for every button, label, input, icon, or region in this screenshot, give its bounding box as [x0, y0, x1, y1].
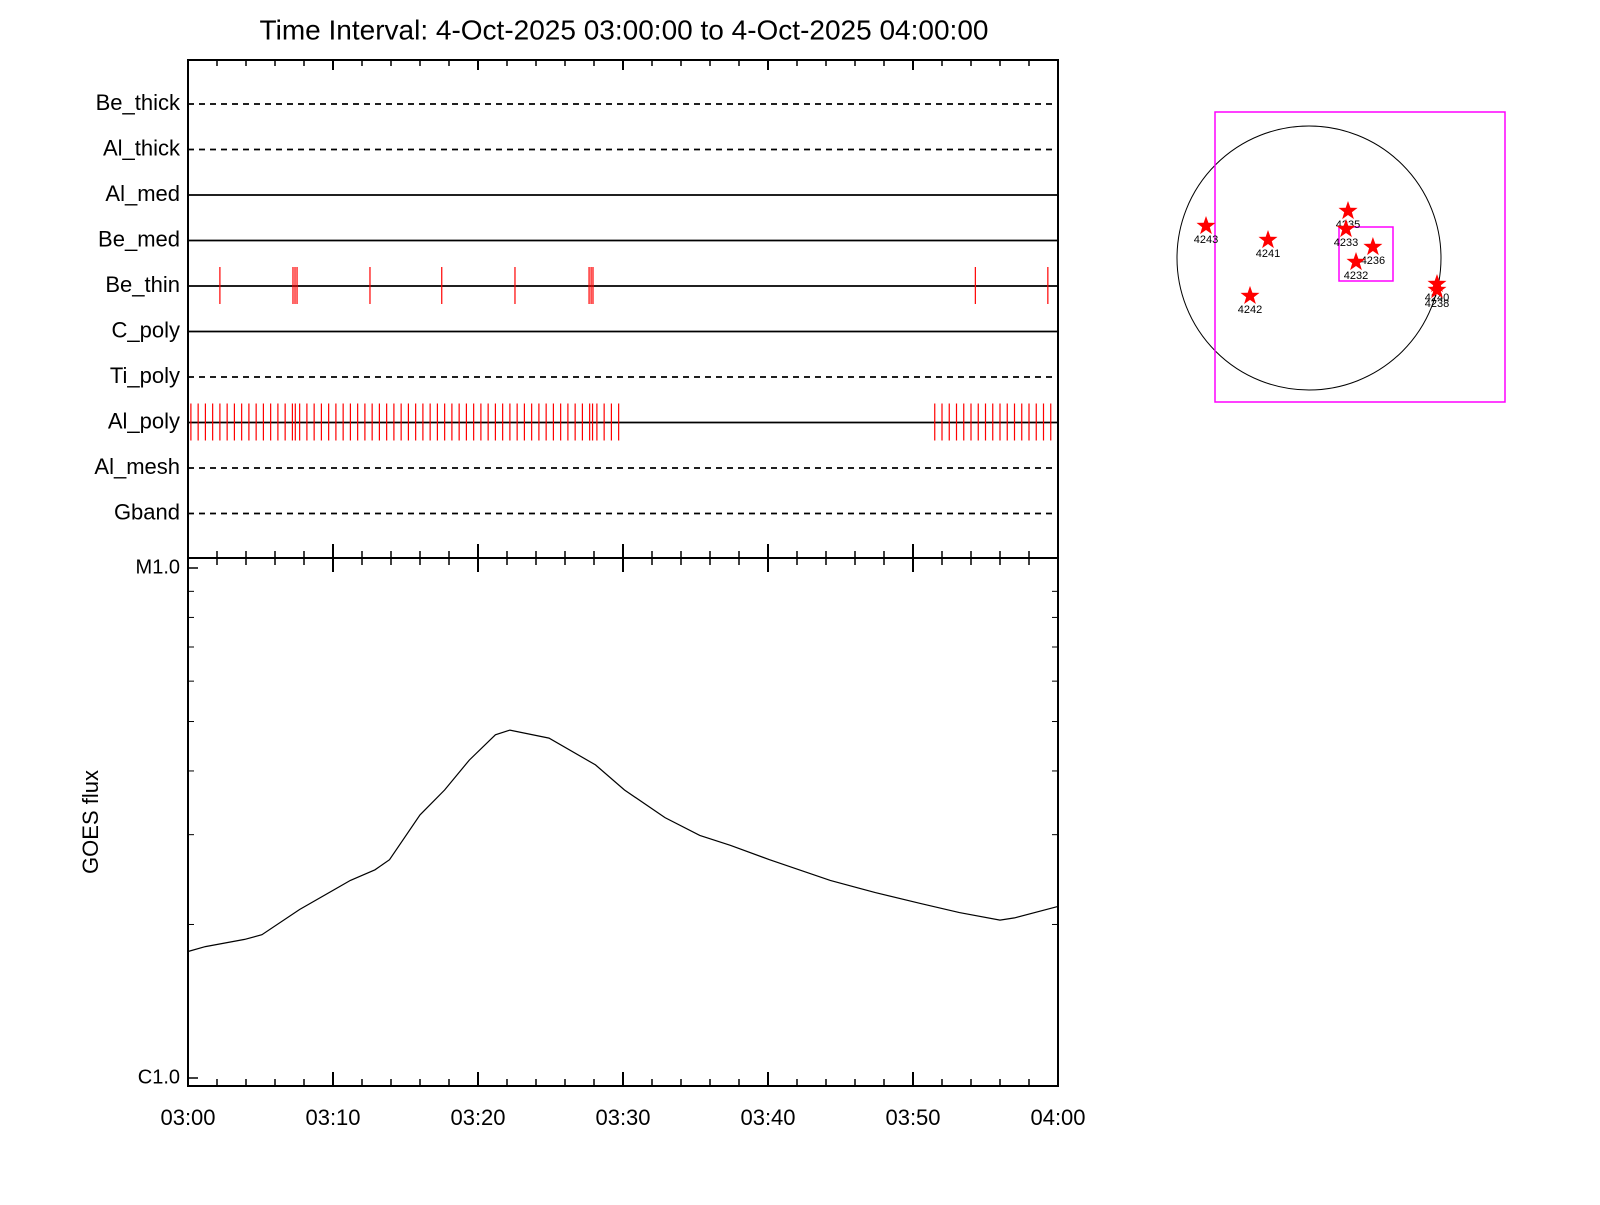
fov-box: [1338, 226, 1394, 282]
filter-label: C_poly: [112, 317, 180, 342]
y-tick-label: M1.0: [136, 556, 180, 578]
x-tick-label: 03:40: [740, 1105, 795, 1130]
chart-title: Time Interval: 4-Oct-2025 03:00:00 to 4-…: [260, 14, 989, 45]
x-tick-label: 04:00: [1030, 1105, 1085, 1130]
x-tick-label: 03:50: [885, 1105, 940, 1130]
filter-label: Al_mesh: [94, 454, 180, 479]
x-tick-label: 03:30: [595, 1105, 650, 1130]
timeline-frame: [187, 59, 1059, 559]
y-axis-label: GOES flux: [78, 770, 103, 874]
active-region-star: [1338, 201, 1358, 220]
active-region-label: 4236: [1361, 255, 1385, 267]
sun-disk: [1176, 125, 1442, 391]
filter-label: Be_med: [98, 226, 180, 251]
x-tick-label: 03:00: [160, 1105, 215, 1130]
active-region-star: [1363, 237, 1383, 256]
filter-label: Al_thick: [103, 135, 181, 160]
filter-label: Ti_poly: [110, 363, 180, 388]
goes-flux-line: [187, 729, 1059, 953]
y-tick-label: C1.0: [138, 1066, 180, 1088]
active-region-star: [1346, 252, 1366, 271]
active-region-label: 4240: [1425, 292, 1449, 304]
active-region-star: [1196, 216, 1216, 235]
active-region-label: 4238: [1425, 298, 1449, 310]
x-tick-label: 03:20: [450, 1105, 505, 1130]
active-region-label: 4233: [1334, 237, 1358, 249]
goes-frame: [187, 557, 1059, 1087]
active-region-star: [1427, 280, 1447, 299]
active-region-label: 4241: [1256, 248, 1280, 260]
active-region-star: [1258, 230, 1278, 249]
x-tick-label: 03:10: [305, 1105, 360, 1130]
filter-label: Gband: [114, 499, 180, 524]
active-region-star: [1336, 219, 1356, 238]
filter-label: Al_poly: [108, 408, 180, 433]
filter-label: Al_med: [105, 181, 180, 206]
active-region-label: 4232: [1344, 270, 1368, 282]
fov-box: [1214, 111, 1506, 403]
filter-label: Be_thick: [96, 90, 181, 115]
active-region-label: 4242: [1238, 304, 1262, 316]
active-region-star: [1240, 285, 1260, 304]
active-region-label: 4243: [1194, 234, 1218, 246]
filter-label: Be_thin: [105, 272, 180, 297]
